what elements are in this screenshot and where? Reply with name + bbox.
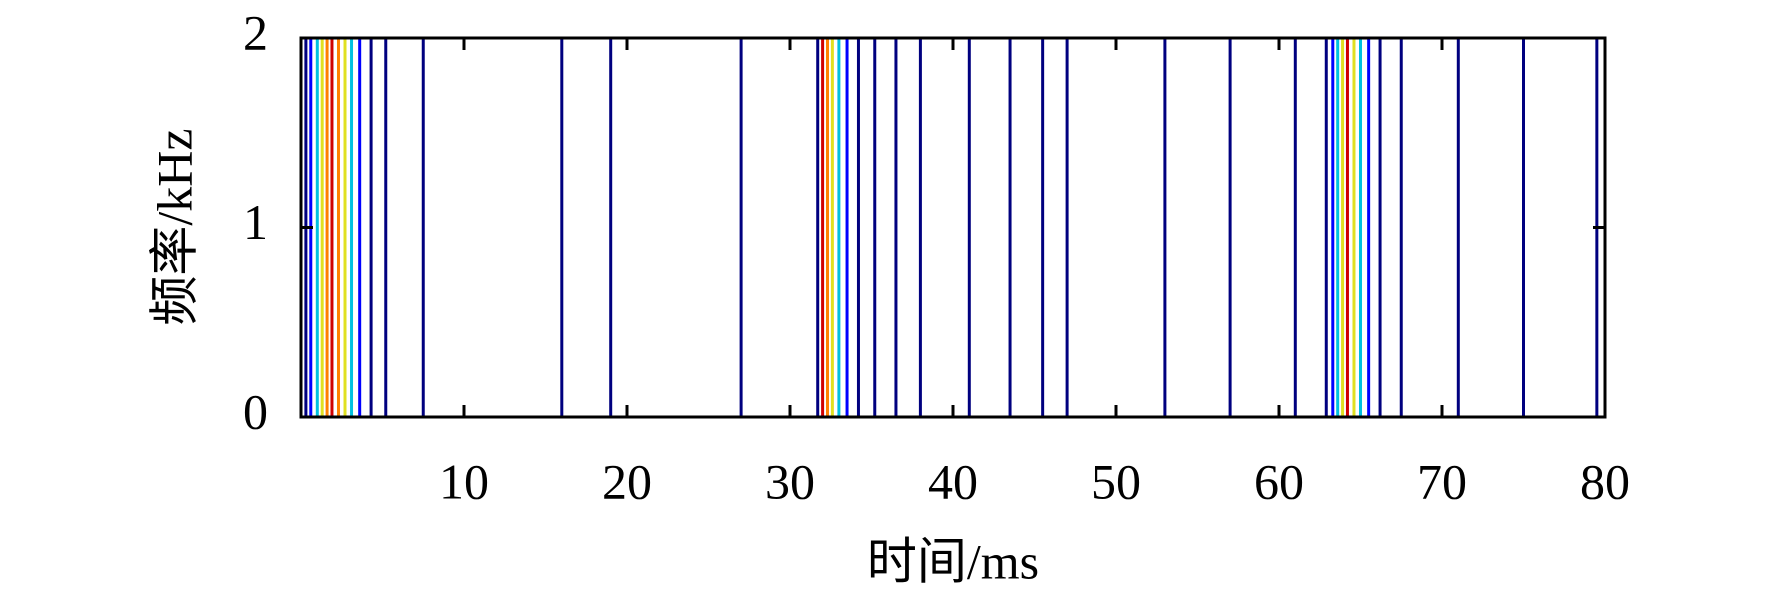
- y-tick-label: 0: [243, 383, 268, 439]
- y-axis-label: 频率/kHz: [146, 128, 202, 325]
- x-tick-label: 60: [1254, 453, 1304, 509]
- x-tick-label: 20: [602, 453, 652, 509]
- y-tick-label: 2: [243, 4, 268, 60]
- plot-frame: [299, 36, 1607, 419]
- x-tick-label: 40: [928, 453, 978, 509]
- x-tick-label: 70: [1417, 453, 1467, 509]
- y-tick-label: 1: [243, 194, 268, 250]
- x-tick-label: 10: [439, 453, 489, 509]
- x-tick-label: 50: [1091, 453, 1141, 509]
- x-axis-label: 时间/ms: [867, 533, 1039, 589]
- x-tick-label: 30: [765, 453, 815, 509]
- x-tick-label: 80: [1580, 453, 1630, 509]
